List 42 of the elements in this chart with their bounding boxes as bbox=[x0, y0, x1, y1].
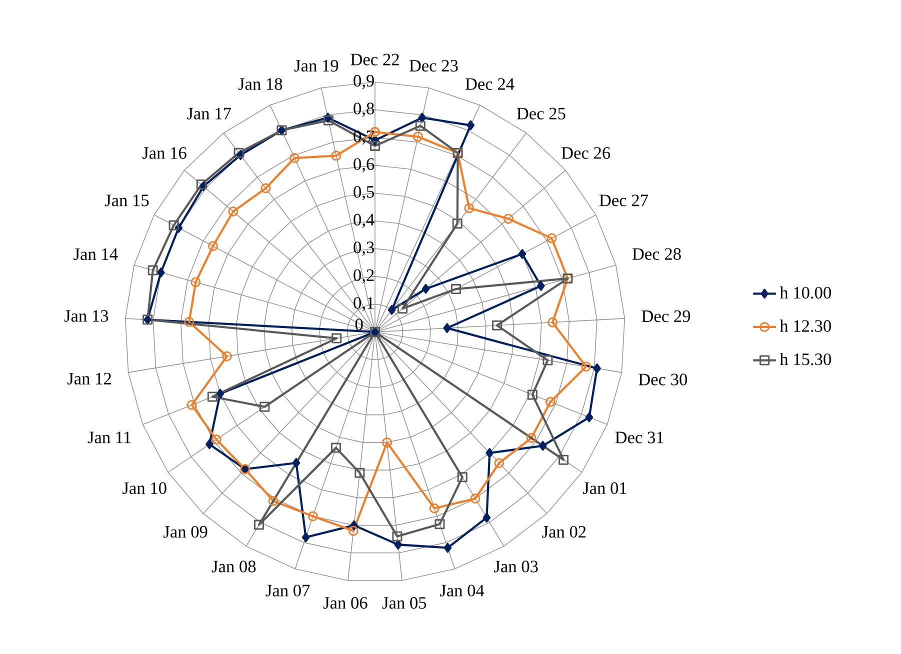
y-tick-label: 0,6 bbox=[354, 158, 374, 172]
y-tick-label: 0,2 bbox=[354, 269, 374, 284]
spoke-label: Jan 07 bbox=[266, 584, 310, 596]
spoke-label: Jan 09 bbox=[164, 526, 208, 538]
spoke-label: Jan 10 bbox=[122, 482, 166, 494]
spoke-label: Jan 01 bbox=[582, 482, 626, 494]
legend-label: h 12.30 bbox=[780, 320, 831, 332]
spoke-label: Jan 12 bbox=[67, 372, 111, 384]
spoke-label: Jan 19 bbox=[294, 60, 338, 72]
spoke-label: Jan 03 bbox=[494, 560, 538, 572]
legend-label: h 10.00 bbox=[780, 286, 831, 299]
y-tick-label: 0,7 bbox=[354, 130, 374, 145]
spoke-label: Jan 17 bbox=[187, 108, 231, 120]
spoke-label: Jan 15 bbox=[104, 194, 149, 206]
y-tick-label: 0,8 bbox=[354, 102, 374, 117]
legend-label: h 15.30 bbox=[780, 352, 831, 366]
y-tick-label: 0,3 bbox=[354, 242, 374, 256]
y-tick-label: 0 bbox=[355, 318, 363, 330]
spoke-label: Dec 25 bbox=[516, 108, 566, 120]
y-tick-label: 0,9 bbox=[354, 74, 374, 90]
spoke-label: Dec 27 bbox=[599, 194, 648, 206]
spoke-label: Jan 14 bbox=[74, 248, 118, 260]
spoke-label: Dec 26 bbox=[562, 147, 610, 159]
y-tick-label: 0,4 bbox=[354, 214, 374, 228]
spoke-label: Dec 28 bbox=[632, 248, 681, 260]
y-tick-label: 0,5 bbox=[354, 186, 374, 200]
spoke-label: Jan 05 bbox=[382, 597, 426, 609]
spoke-label: Jan 04 bbox=[440, 584, 484, 596]
spoke-label: Dec 22 bbox=[350, 54, 399, 66]
spoke-label: Dec 30 bbox=[638, 374, 688, 386]
spoke-label: Jan 13 bbox=[64, 310, 108, 322]
y-tick-label: 0,1 bbox=[354, 297, 374, 312]
spoke-label: Dec 24 bbox=[465, 78, 514, 90]
spoke-label: Dec 23 bbox=[409, 60, 458, 72]
spoke-label: Dec 29 bbox=[642, 310, 690, 322]
spoke-label: Jan 08 bbox=[212, 560, 256, 572]
spoke-label: Jan 06 bbox=[323, 597, 368, 609]
spoke-label: Jan 16 bbox=[142, 147, 186, 159]
spoke-label: Dec 31 bbox=[615, 432, 664, 444]
spoke-label: Jan 18 bbox=[238, 78, 282, 90]
spoke-label: Jan 11 bbox=[88, 432, 131, 444]
spoke-label: Jan 02 bbox=[542, 526, 586, 538]
